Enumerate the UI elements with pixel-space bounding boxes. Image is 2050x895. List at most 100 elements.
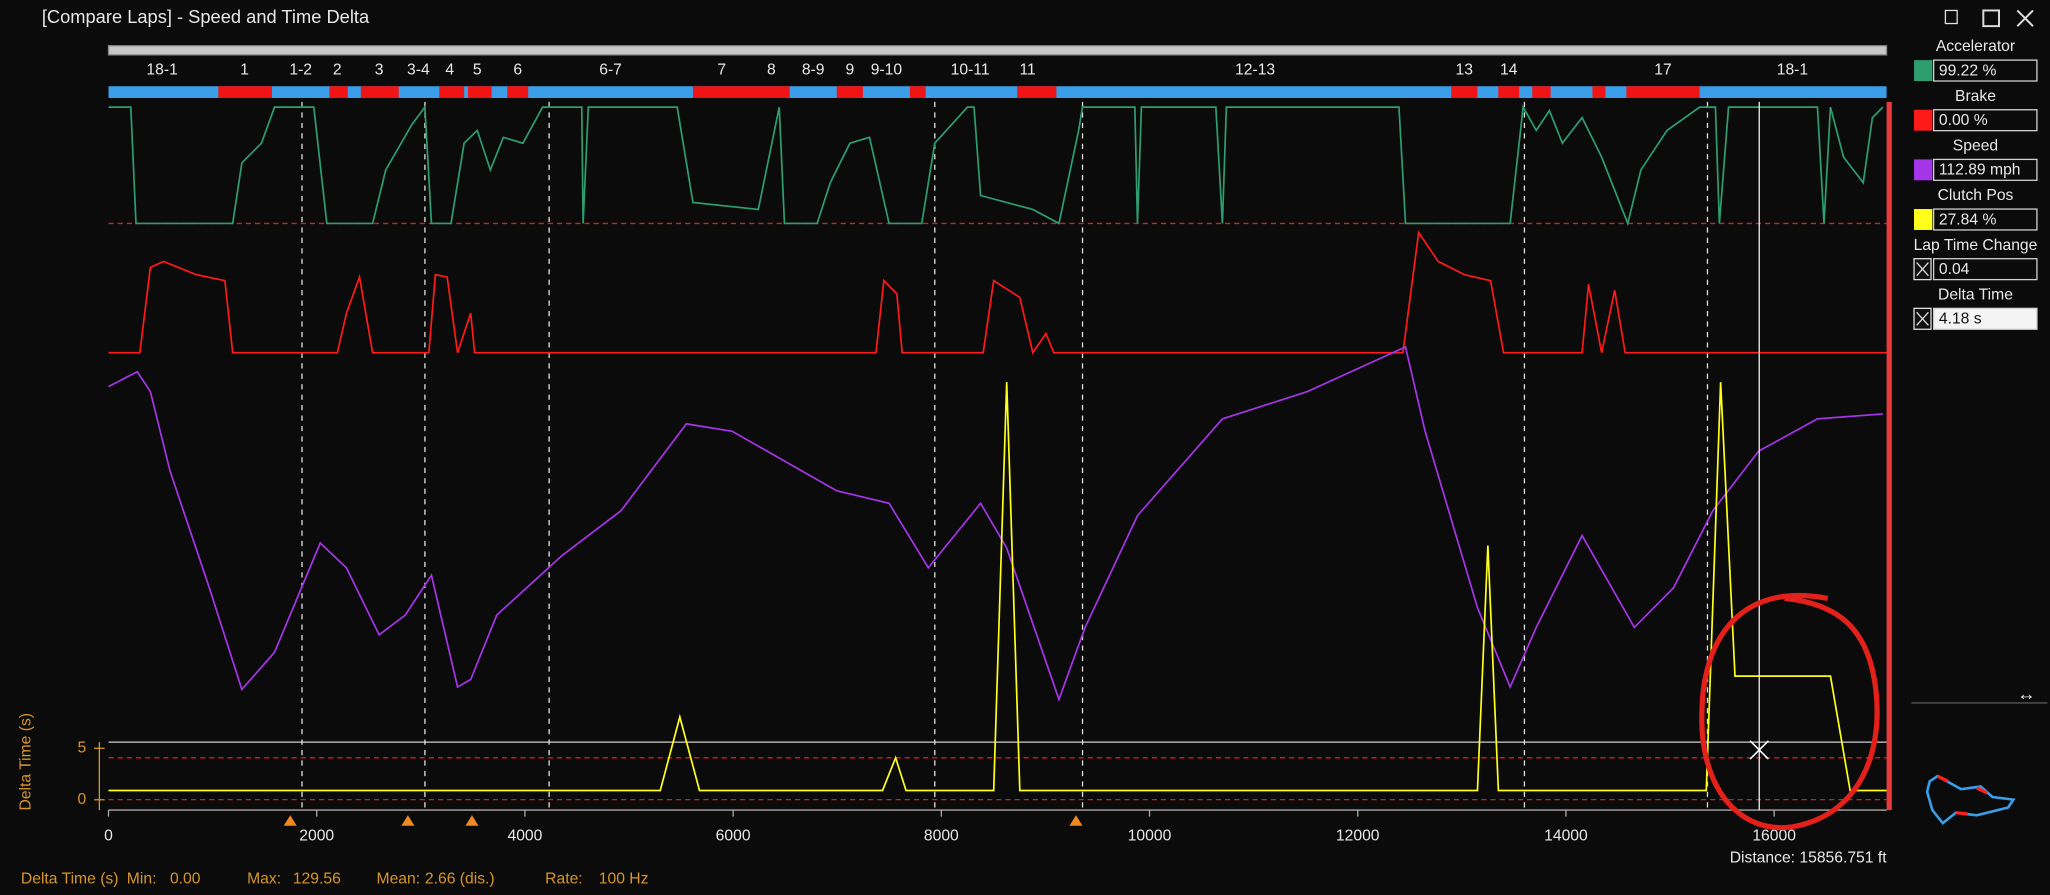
lap-marker	[465, 815, 479, 826]
pin-button[interactable]	[1944, 9, 1958, 25]
segment-label: 8-9	[802, 62, 825, 79]
x-tick-label: 10000	[1128, 827, 1172, 844]
footer-stat: Delta Time (s)	[21, 870, 119, 887]
segment-brake-zone	[218, 86, 272, 98]
legend-value: 4.18 s	[1939, 311, 1982, 328]
segment-label: 3-4	[407, 62, 430, 79]
resize-handle[interactable]: ↔	[2017, 683, 2035, 704]
footer-stat: Rate:	[545, 870, 582, 887]
segment-label: 18-1	[146, 62, 177, 79]
legend-value-box	[1932, 208, 2038, 231]
channel-trace	[108, 345, 1883, 702]
segment-label: 9-10	[871, 62, 903, 79]
footer-stat: 0.00	[170, 870, 201, 887]
close-button[interactable]	[2016, 9, 2034, 27]
segment-brake-zone	[1451, 86, 1478, 98]
x-tick-label: 16000	[1752, 827, 1796, 844]
legend-value-box	[1932, 158, 2038, 181]
x-tick-label: 0	[104, 827, 113, 844]
track-brake-zones	[1936, 774, 1988, 816]
segment-brake-zone	[1626, 86, 1700, 98]
segment-brake-zone	[439, 86, 465, 98]
footer-stat: Min:	[127, 870, 157, 887]
annotation-circle	[1699, 592, 1880, 831]
x-tick-label: 14000	[1544, 827, 1588, 844]
segment-brake-zone	[468, 86, 492, 98]
segment-brake-zone	[1017, 86, 1057, 98]
legend-value: 0.04	[1939, 261, 1970, 278]
segment-brake-zone	[360, 86, 399, 98]
legend-value: 112.89 mph	[1939, 162, 2021, 179]
segment-brake-zone	[1532, 86, 1551, 98]
segment-bar	[108, 86, 1887, 98]
lap-marker	[1069, 815, 1083, 826]
scroll-bar[interactable]	[107, 45, 1888, 56]
window-controls[interactable]	[1944, 9, 2034, 28]
legend-value-box	[1932, 307, 2038, 330]
channel-trace	[108, 230, 1887, 355]
segment-label: 17	[1654, 62, 1671, 79]
y-tick-label: 0	[78, 791, 87, 808]
segment-label: 6-7	[599, 62, 622, 79]
legend-name: Lap Time Change	[1914, 237, 2038, 254]
segment-label: 1	[240, 62, 249, 79]
legend-name: Accelerator	[1936, 38, 2015, 55]
x-tick-label: 6000	[716, 827, 751, 844]
range-end-marker	[1886, 101, 1892, 811]
footer-stat: 100 Hz	[599, 870, 649, 887]
legend-checkbox-x	[1916, 311, 1929, 326]
x-tick-label: 4000	[507, 827, 542, 844]
segment-label: 3	[375, 62, 384, 79]
channel-trace	[108, 104, 1884, 227]
segment-brake-zone	[692, 86, 790, 98]
footer-stat: Max:	[247, 870, 281, 887]
segment-label: 7	[717, 62, 726, 79]
legend-value-box	[1932, 109, 2038, 132]
segment-label: 18-1	[1777, 62, 1808, 79]
legend-name: Brake	[1955, 88, 1996, 105]
y-tick-label: 5	[78, 739, 87, 756]
x-tick-label: 8000	[924, 827, 959, 844]
legend-swatch	[1914, 109, 1933, 131]
segment-label: 9	[845, 62, 854, 79]
legend-swatch	[1914, 159, 1933, 181]
segment-brake-zone	[1498, 86, 1520, 98]
lap-marker	[401, 815, 415, 826]
lap-marker	[283, 815, 297, 826]
footer-stat: 2.66 (dis.)	[425, 870, 495, 887]
legend-value: 27.84 %	[1939, 211, 1997, 228]
segment-label: 1-2	[289, 62, 312, 79]
maximize-button[interactable]	[1982, 9, 2000, 28]
window-title: [Compare Laps] - Speed and Time Delta	[42, 6, 370, 27]
legend-checkbox-x	[1916, 262, 1929, 277]
x-tick-label: 2000	[299, 827, 334, 844]
legend-value-box	[1932, 59, 2038, 82]
segment-label: 13	[1456, 62, 1474, 79]
segment-label: 11	[1019, 62, 1035, 79]
legend-value-box	[1932, 258, 2038, 281]
segment-label: 5	[473, 62, 482, 79]
segment-brake-zone	[329, 86, 348, 98]
legend-name: Delta Time	[1938, 286, 2013, 303]
delta-axis-label: Delta Time (s)	[17, 713, 34, 811]
segment-label: 6	[513, 62, 522, 79]
segment-label: 2	[333, 62, 342, 79]
footer-stat: Mean:	[377, 870, 421, 887]
segment-brake-zone	[1592, 86, 1606, 98]
segment-label: 12-13	[1235, 62, 1275, 79]
track-map	[1925, 774, 2016, 825]
legend-swatch	[1914, 209, 1933, 230]
legend-value: 0.00 %	[1939, 112, 1988, 129]
segment-brake-zone	[507, 86, 529, 98]
segment-brake-zone	[836, 86, 863, 98]
distance-readout: Distance: 15856.751 ft	[1730, 850, 1888, 867]
segment-label: 14	[1500, 62, 1518, 79]
segment-label: 8	[767, 62, 776, 79]
channel-trace	[108, 382, 1887, 792]
footer-stat: 129.56	[293, 870, 341, 887]
x-tick-label: 12000	[1336, 827, 1380, 844]
cursor-cross	[1749, 740, 1769, 760]
